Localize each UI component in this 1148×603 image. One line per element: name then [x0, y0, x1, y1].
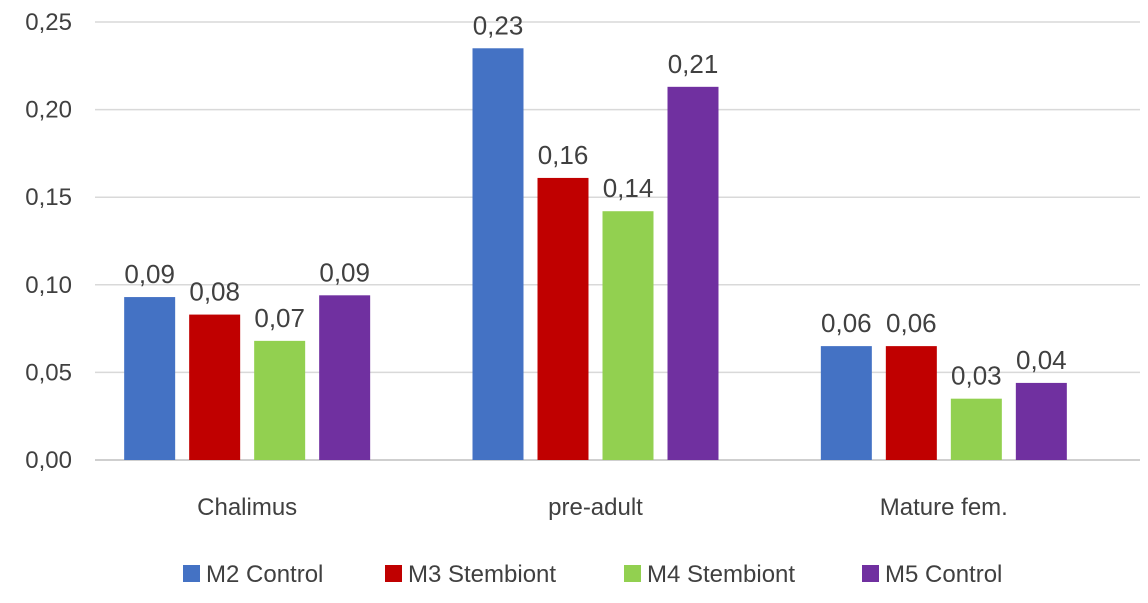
data-label: 0,06: [821, 308, 872, 338]
legend-swatch: [385, 565, 402, 582]
bar: [667, 86, 719, 460]
legend-swatch: [183, 565, 200, 582]
data-label: 0,07: [254, 303, 305, 333]
legend-swatch: [862, 565, 879, 582]
legend-label: M5 Control: [885, 561, 1002, 588]
y-tick-label: 0,15: [25, 184, 72, 211]
bar: [1015, 382, 1067, 460]
data-label: 0,04: [1016, 345, 1067, 375]
bar: [820, 346, 872, 460]
data-label: 0,03: [951, 361, 1002, 391]
data-label: 0,21: [668, 49, 719, 79]
data-label: 0,08: [189, 277, 240, 307]
data-label: 0,14: [603, 173, 654, 203]
data-label: 0,23: [473, 10, 524, 40]
data-labels: 0,09 0,08 0,07 0,09 0,23 0,16 0,14 0,21 0,06 0,06…: [124, 10, 1066, 390]
legend-swatch: [624, 565, 641, 582]
x-axis-categories: Chalimus pre-adult Mature fem.: [197, 494, 1008, 521]
bar: [537, 177, 589, 461]
data-label: 0,09: [319, 257, 370, 287]
legend-label: M4 Stembiont: [647, 561, 795, 588]
y-tick-label: 0,05: [25, 359, 72, 386]
y-tick-label: 0,10: [25, 272, 72, 299]
data-label: 0,16: [538, 140, 589, 170]
bar: [254, 340, 306, 460]
bar: [885, 346, 937, 460]
x-category-label: pre-adult: [548, 494, 643, 521]
y-axis-ticks: 0,00 0,05 0,10 0,15 0,20 0,25: [25, 9, 72, 474]
bar: [124, 297, 176, 460]
bar: [319, 295, 371, 460]
y-tick-label: 0,20: [25, 97, 72, 124]
legend-label: M2 Control: [206, 561, 323, 588]
bar: [189, 314, 241, 460]
bars: [124, 48, 1067, 461]
x-category-label: Chalimus: [197, 494, 297, 521]
legend: M2 Control M3 Stembiont M4 Stembiont M5 Con…: [183, 561, 1002, 588]
y-tick-label: 0,00: [25, 447, 72, 474]
x-category-label: Mature fem.: [880, 494, 1008, 521]
data-label: 0,09: [124, 259, 175, 289]
y-tick-label: 0,25: [25, 9, 72, 36]
bar: [472, 48, 524, 460]
bar: [602, 211, 654, 460]
legend-label: M3 Stembiont: [408, 561, 556, 588]
bar: [950, 398, 1002, 460]
data-label: 0,06: [886, 308, 937, 338]
